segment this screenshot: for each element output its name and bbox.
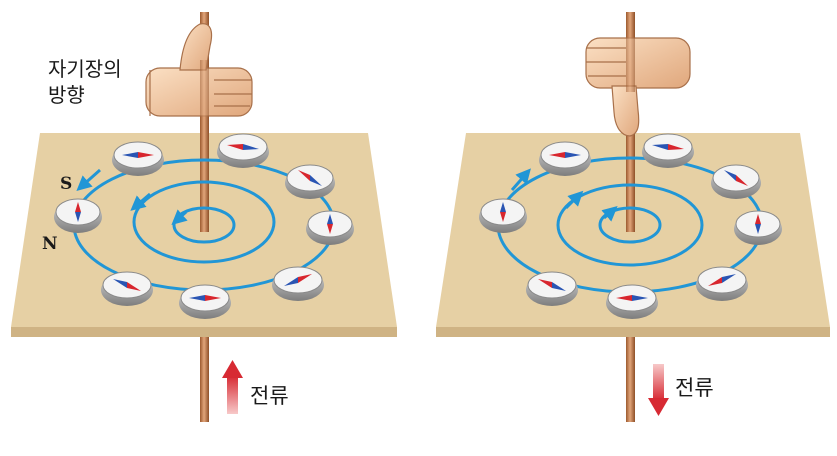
compass [101, 272, 153, 306]
thumb-up-hand-icon [146, 24, 252, 116]
right-wire-lower [626, 330, 635, 422]
compass [734, 211, 782, 245]
field-direction-line2: 방향 [48, 82, 158, 108]
compass [179, 285, 231, 319]
compass [696, 267, 748, 301]
south-pole-label: S [60, 174, 72, 194]
field-direction-line1: 자기장의 [48, 56, 158, 82]
field-direction-label: 자기장의 방향 [48, 56, 158, 108]
current-label-right: 전류 [675, 372, 714, 402]
left-wire-lower [200, 330, 209, 422]
compass [54, 199, 102, 233]
left-wire-hand-segment [200, 60, 209, 120]
compass [285, 165, 335, 199]
compass [539, 142, 591, 176]
compass [272, 267, 324, 301]
north-pole-label: N [42, 234, 58, 254]
current-up-arrow-icon [222, 360, 243, 414]
current-label-left: 전류 [250, 380, 289, 410]
right-wire-hand-segment [626, 36, 635, 92]
compass [606, 285, 658, 319]
compass [642, 134, 694, 168]
compass [217, 134, 269, 168]
current-down-arrow-icon [648, 364, 669, 416]
compass [306, 211, 354, 245]
compass [112, 142, 164, 176]
compass [711, 165, 761, 199]
compass [479, 199, 527, 233]
compass [526, 272, 578, 306]
thumb-down-hand-icon [586, 38, 690, 136]
right-panel [436, 12, 830, 422]
